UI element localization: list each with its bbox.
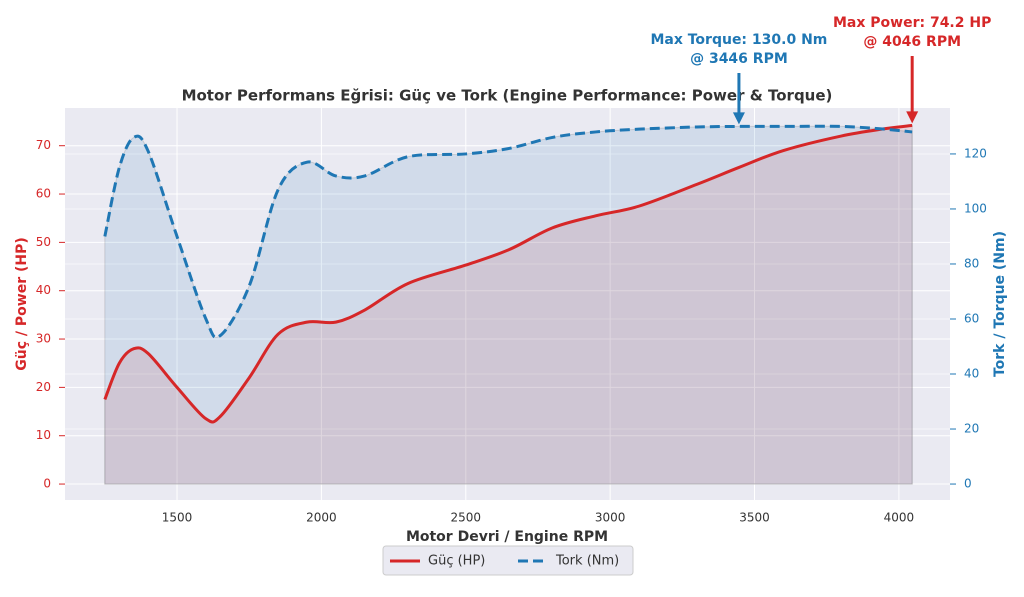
- x-axis-label: Motor Devri / Engine RPM: [406, 529, 608, 545]
- y2-axis-label: Tork / Torque (Nm): [992, 231, 1008, 377]
- y-tick-label: 0: [43, 477, 51, 491]
- y-tick-label: 10: [36, 428, 51, 442]
- x-tick-label: 2000: [306, 511, 337, 525]
- plot-background: [65, 108, 950, 500]
- y-tick-label: 40: [36, 283, 51, 297]
- data-line: [103, 123, 913, 424]
- y-tick-label: 50: [36, 235, 51, 249]
- x-tick-label: 4000: [884, 511, 915, 525]
- y2-tick-label: 100: [964, 201, 987, 215]
- annotation-text: Max Power: 74.2 HP: [833, 15, 991, 31]
- chart-title: Motor Performans Eğrisi: Güç ve Tork (En…: [182, 87, 833, 105]
- y-tick-label: 60: [36, 187, 51, 201]
- annotation-arrowhead: [732, 112, 745, 125]
- annotation-text: Max Torque: 130.0 Nm: [650, 32, 827, 48]
- x-tick-label: 1500: [162, 511, 193, 525]
- data-line: [103, 124, 913, 340]
- y2-tick-label: 20: [964, 422, 979, 436]
- y2-tick-label: 0: [964, 477, 972, 491]
- annotation-text: @ 4046 RPM: [863, 34, 961, 50]
- y2-tick-label: 40: [964, 367, 979, 381]
- annotation-text: @ 3446 RPM: [690, 51, 788, 67]
- annotation-arrowhead: [906, 111, 919, 124]
- legend-label: Güç (HP): [428, 554, 485, 569]
- y-tick-label: 30: [36, 332, 51, 346]
- y2-tick-label: 60: [964, 311, 979, 325]
- x-tick-label: 3500: [739, 511, 770, 525]
- y-tick-label: 70: [36, 138, 51, 152]
- legend: [382, 545, 634, 576]
- y2-tick-label: 120: [964, 146, 987, 160]
- x-tick-label: 3000: [595, 511, 626, 525]
- x-tick-label: 2500: [451, 511, 482, 525]
- y2-tick-label: 80: [964, 256, 979, 270]
- y-axis-label: Güç / Power (HP): [14, 237, 30, 370]
- legend-label: Tork (Nm): [555, 554, 619, 569]
- y-tick-label: 20: [36, 380, 51, 394]
